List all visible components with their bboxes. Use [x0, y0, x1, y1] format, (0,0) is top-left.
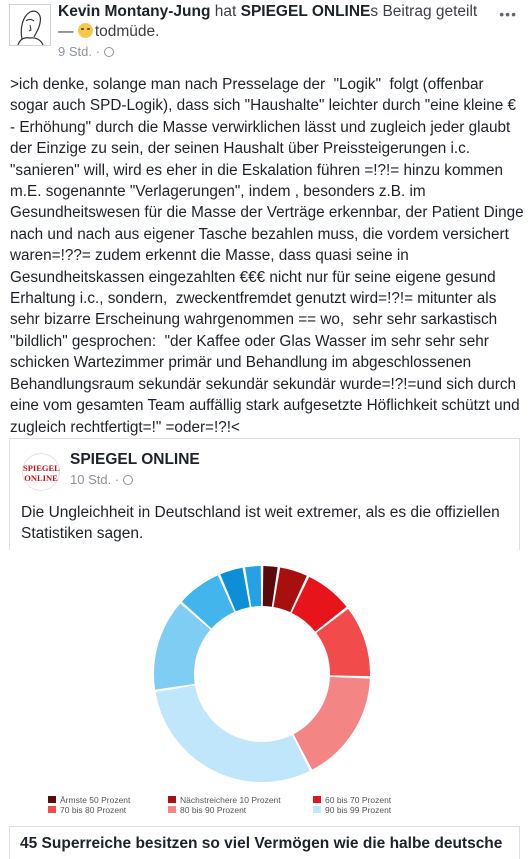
shared-suffix: s Beitrag geteilt — [370, 3, 478, 20]
legend-item: Nächstreichere 10 Prozent — [168, 795, 281, 805]
donut-slice-8 — [220, 567, 250, 612]
spiegel-logo[interactable]: SPIEGEL ONLINE — [22, 453, 60, 491]
donut-slice-3 — [316, 608, 370, 677]
legend-swatch — [168, 796, 176, 803]
chart-image[interactable]: Ärmste 50 Prozent Nächstreichere 10 Proze… — [0, 550, 531, 822]
feeling-text: todmüde. — [94, 23, 160, 40]
card-page-name[interactable]: SPIEGEL ONLINE — [70, 451, 200, 468]
author-name[interactable]: Kevin Montany-Jung — [58, 3, 211, 20]
shared-post-card[interactable]: SPIEGEL ONLINE SPIEGEL ONLINE 10 Std. · … — [9, 438, 520, 550]
legend-item: 80 bis 90 Prozent — [168, 805, 246, 815]
tired-emoji-icon — [77, 23, 93, 38]
legend-label: 70 bis 80 Prozent — [60, 805, 127, 815]
legend-label: 80 bis 90 Prozent — [180, 805, 247, 815]
link-title[interactable]: 45 Superreiche besitzen so viel Vermögen… — [9, 826, 520, 859]
author-avatar[interactable] — [9, 4, 51, 46]
post-body-text: >ich denke, solange man nach Presselage … — [10, 76, 528, 436]
card-time[interactable]: 10 Std. · — [70, 472, 120, 487]
donut-slice-9 — [245, 566, 262, 607]
avatar-sketch-icon — [17, 10, 44, 46]
page-name-link[interactable]: SPIEGEL ONLINE — [240, 3, 371, 20]
legend-swatch — [168, 806, 176, 813]
donut-slice-7 — [181, 575, 235, 629]
card-globe-icon — [123, 475, 134, 485]
more-options-button[interactable]: ••• — [499, 6, 517, 22]
legend-label: Ärmste 50 Prozent — [60, 795, 131, 805]
shared-word: hat — [214, 3, 237, 20]
legend-item: Ärmste 50 Prozent — [48, 795, 130, 805]
legend-item: 90 bis 99 Prozent — [313, 805, 391, 815]
donut-slice-0 — [262, 566, 278, 607]
chart-legend: Ärmste 50 Prozent Nächstreichere 10 Proze… — [48, 795, 518, 815]
legend-label: 60 bis 70 Prozent — [325, 795, 392, 805]
legend-item: 60 bis 70 Prozent — [313, 795, 391, 805]
card-meta: 10 Std. · — [70, 472, 134, 487]
donut-slice-4 — [293, 676, 370, 770]
donut-slice-5 — [155, 685, 310, 782]
logo-line2: ONLINE — [24, 473, 58, 483]
donut-slice-1 — [273, 567, 307, 613]
legend-swatch — [313, 796, 321, 803]
donut-slice-6 — [154, 603, 211, 690]
globe-icon — [103, 47, 114, 57]
post-time[interactable]: 9 Std. · — [58, 44, 100, 59]
legend-swatch — [313, 806, 321, 813]
legend-label: 90 bis 99 Prozent — [325, 805, 392, 815]
legend-swatch — [48, 796, 56, 803]
legend-item: 70 bis 80 Prozent — [48, 805, 126, 815]
feeling-dash: — — [58, 23, 74, 40]
legend-swatch — [48, 806, 56, 813]
logo-line1: SPIEGEL — [23, 463, 60, 473]
post-header: Kevin Montany-Jung hat SPIEGEL ONLINEs B… — [0, 0, 531, 66]
post-meta: 9 Std. · — [58, 44, 114, 59]
donut-chart — [154, 566, 370, 782]
card-text: Die Ungleichheit in Deutschland ist weit… — [21, 504, 500, 542]
donut-slice-2 — [291, 576, 347, 632]
post-header-text: Kevin Montany-Jung hat SPIEGEL ONLINEs B… — [58, 2, 478, 42]
legend-label: Nächstreichere 10 Prozent — [180, 795, 281, 805]
